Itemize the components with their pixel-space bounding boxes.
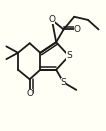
Text: S: S (66, 51, 72, 61)
Text: O: O (26, 89, 33, 98)
Text: S: S (61, 78, 66, 87)
Text: O: O (48, 15, 55, 24)
Text: O: O (74, 25, 81, 34)
